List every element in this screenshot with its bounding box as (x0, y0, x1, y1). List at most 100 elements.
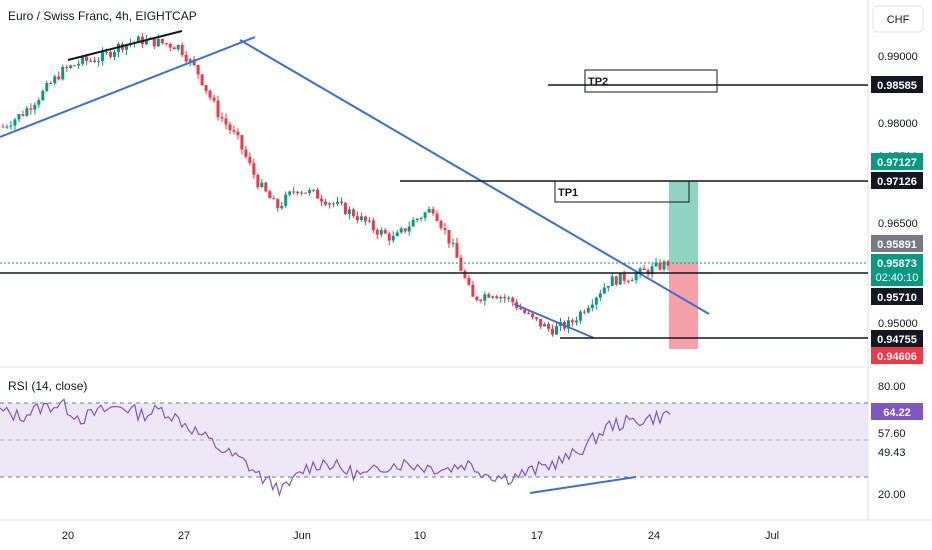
candle-body[interactable] (586, 308, 590, 313)
candle-body[interactable] (359, 216, 363, 221)
candle-body[interactable] (638, 268, 642, 274)
candle-body[interactable] (347, 209, 351, 215)
candle-body[interactable] (61, 66, 65, 80)
candle-body[interactable] (256, 174, 260, 188)
candle-body[interactable] (455, 242, 459, 258)
candle-body[interactable] (439, 220, 443, 229)
candle-body[interactable] (618, 273, 622, 285)
candle-body[interactable] (634, 273, 638, 281)
candle-body[interactable] (248, 156, 252, 164)
rsi-divergence-line[interactable] (529, 476, 637, 494)
candle-body[interactable] (156, 38, 160, 47)
candle-body[interactable] (264, 182, 268, 192)
candle-body[interactable] (97, 61, 101, 63)
candle-body[interactable] (459, 257, 463, 271)
candle-body[interactable] (85, 56, 89, 61)
candle-body[interactable] (407, 226, 411, 232)
candle-body[interactable] (475, 296, 479, 301)
candle-body[interactable] (200, 74, 204, 86)
candle-body[interactable] (578, 311, 582, 321)
candle-body[interactable] (184, 54, 188, 62)
candle-body[interactable] (328, 203, 332, 205)
candle-body[interactable] (77, 63, 81, 66)
candle-body[interactable] (658, 262, 662, 270)
candle-body[interactable] (296, 191, 300, 194)
candle-body[interactable] (614, 276, 618, 285)
candle-body[interactable] (81, 56, 85, 64)
candle-body[interactable] (244, 149, 248, 157)
candle-body[interactable] (539, 319, 543, 327)
candle-body[interactable] (598, 293, 602, 298)
candle-body[interactable] (172, 47, 176, 50)
candle-body[interactable] (105, 51, 109, 53)
candle-body[interactable] (9, 125, 13, 127)
candle-body[interactable] (662, 261, 666, 270)
candle-body[interactable] (284, 194, 288, 206)
candle-body[interactable] (463, 270, 467, 278)
candle-body[interactable] (204, 85, 208, 91)
candle-body[interactable] (535, 317, 539, 320)
candle-body[interactable] (208, 90, 212, 98)
candle-body[interactable] (650, 266, 654, 275)
candle-body[interactable] (343, 203, 347, 215)
candle-body[interactable] (13, 119, 17, 126)
candle-body[interactable] (487, 294, 491, 298)
candle-body[interactable] (594, 297, 598, 305)
candle-body[interactable] (332, 203, 336, 205)
candle-body[interactable] (626, 280, 630, 282)
candle-body[interactable] (101, 52, 105, 62)
candle-body[interactable] (555, 326, 559, 335)
candle-body[interactable] (666, 261, 670, 266)
tp1-box[interactable] (554, 180, 690, 203)
candle-body[interactable] (543, 324, 547, 327)
candle-body[interactable] (176, 44, 180, 50)
candle-body[interactable] (427, 209, 431, 213)
candle-body[interactable] (144, 39, 148, 45)
candle-body[interactable] (304, 192, 308, 194)
candle-body[interactable] (152, 37, 156, 47)
candle-body[interactable] (367, 220, 371, 222)
candle-body[interactable] (220, 117, 224, 119)
descending-trendline[interactable] (239, 39, 710, 315)
candle-body[interactable] (57, 76, 61, 80)
candle-body[interactable] (320, 198, 324, 202)
take-profit-zone[interactable] (669, 181, 698, 263)
candle-body[interactable] (124, 44, 128, 50)
candle-body[interactable] (371, 220, 375, 231)
candle-body[interactable] (112, 52, 116, 57)
candle-body[interactable] (37, 100, 41, 105)
candle-body[interactable] (415, 218, 419, 220)
candle-body[interactable] (411, 219, 415, 227)
candle-body[interactable] (642, 268, 646, 271)
candle-body[interactable] (351, 209, 355, 217)
candle-body[interactable] (519, 308, 523, 310)
candle-body[interactable] (435, 213, 439, 221)
candle-body[interactable] (272, 198, 276, 200)
candle-body[interactable] (443, 228, 447, 231)
tp2-box[interactable] (584, 69, 718, 93)
candle-body[interactable] (65, 66, 69, 68)
candle-body[interactable] (574, 320, 578, 323)
candle-body[interactable] (276, 199, 280, 209)
candle-body[interactable] (566, 320, 570, 329)
candle-body[interactable] (160, 38, 164, 44)
candle-body[interactable] (507, 297, 511, 299)
candle-body[interactable] (316, 189, 320, 199)
candle-body[interactable] (467, 277, 471, 285)
candle-body[interactable] (308, 190, 312, 194)
candle-body[interactable] (93, 60, 97, 63)
candle-body[interactable] (53, 76, 57, 84)
candle-body[interactable] (212, 97, 216, 101)
candle-body[interactable] (399, 228, 403, 233)
candle-body[interactable] (216, 100, 220, 118)
candle-body[interactable] (1, 126, 5, 128)
candle-body[interactable] (192, 59, 196, 66)
candle-body[interactable] (196, 65, 200, 75)
candle-body[interactable] (89, 60, 93, 62)
candle-body[interactable] (280, 205, 284, 209)
candle-body[interactable] (312, 189, 316, 191)
candle-body[interactable] (511, 297, 515, 303)
candle-body[interactable] (109, 51, 113, 57)
